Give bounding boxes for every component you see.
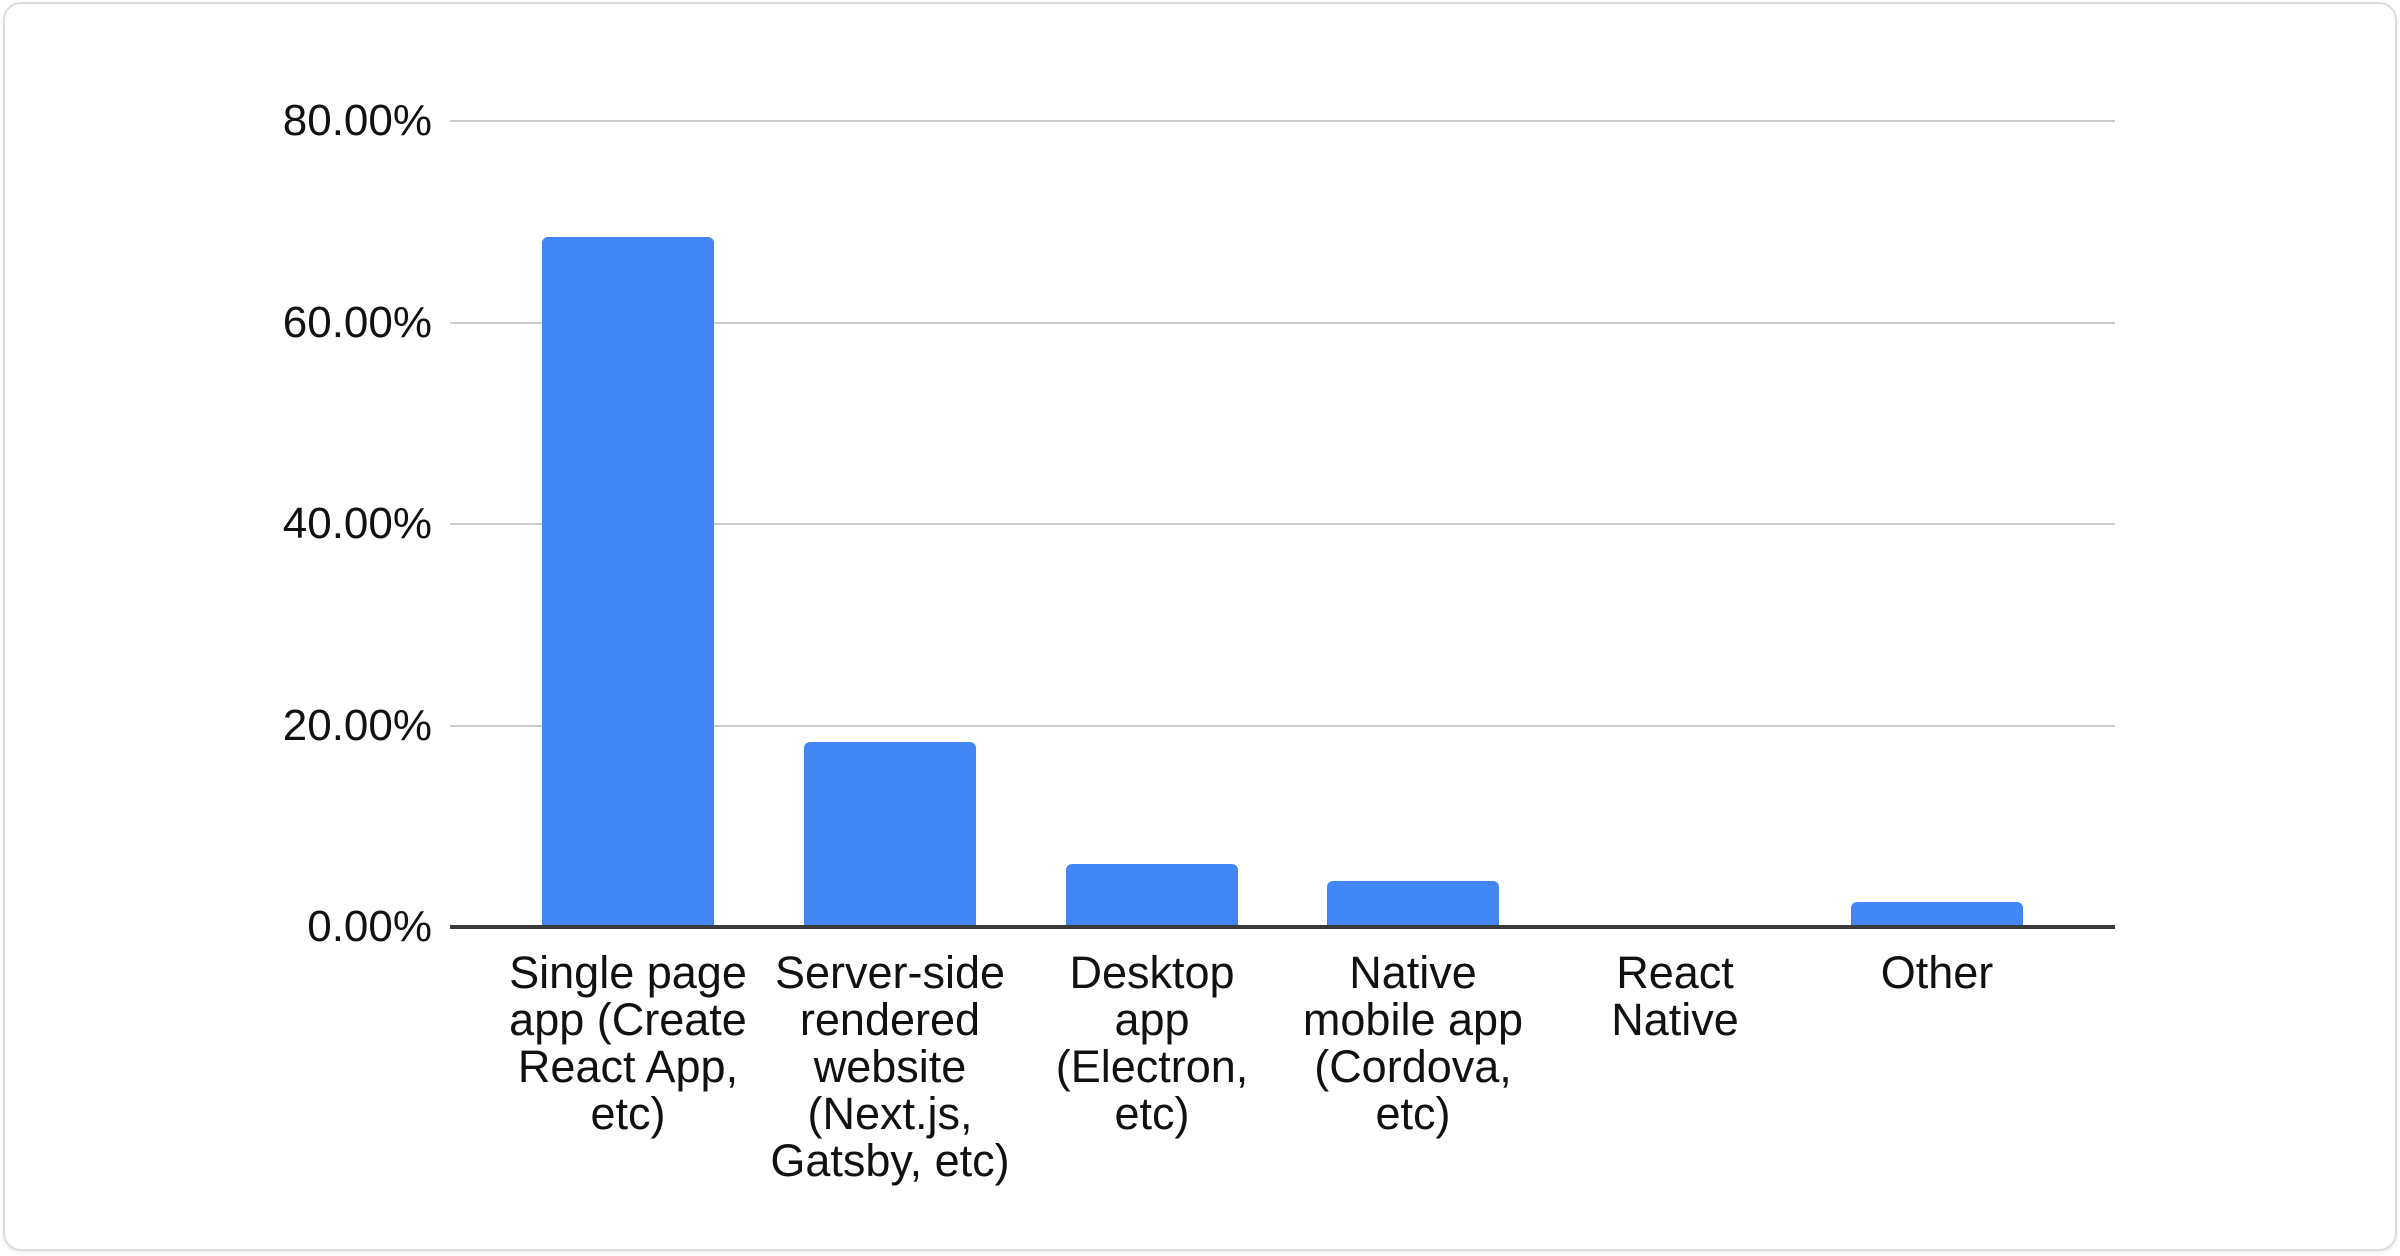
- x-axis-label-single-page-app: Single page app (Create React App, etc): [509, 947, 747, 1139]
- x-axis-label-server-side-rendered-website: Server-side rendered website (Next.js, G…: [770, 947, 1010, 1186]
- gridline-80: [450, 120, 2115, 122]
- x-axis-label-other: Other: [1880, 947, 1994, 998]
- x-axis-label-react-native: React Native: [1611, 947, 1739, 1045]
- bar-desktop-app: [1066, 864, 1238, 927]
- bar-chart: 80.00% 60.00% 40.00% 20.00% 0.00% Single page…: [5, 4, 2400, 1256]
- x-axis-label-native-mobile-app: Native mobile app (Cordova, etc): [1302, 947, 1524, 1139]
- bar-native-mobile-app: [1327, 881, 1499, 927]
- x-axis-label-desktop-app: Desktop app (Electron, etc): [1055, 947, 1249, 1139]
- y-axis-label-0: 0.00%: [307, 902, 432, 951]
- y-axis-label-20: 20.00%: [282, 700, 432, 750]
- y-axis-label-40: 40.00%: [282, 499, 432, 548]
- gridline-60: [450, 321, 2115, 324]
- gridline-40: [450, 523, 2115, 525]
- chart-card: 80.00% 60.00% 40.00% 20.00% 0.00% Single page…: [3, 2, 2397, 1251]
- bar-single-page-app: [542, 237, 714, 927]
- bar-server-side-rendered-website: [804, 742, 976, 927]
- x-axis-line: [450, 925, 2115, 929]
- y-axis-label-60: 60.00%: [282, 297, 432, 347]
- gridline-20: [450, 724, 2115, 727]
- y-axis-label-80: 80.00%: [282, 96, 432, 145]
- bar-other: [1851, 902, 2023, 927]
